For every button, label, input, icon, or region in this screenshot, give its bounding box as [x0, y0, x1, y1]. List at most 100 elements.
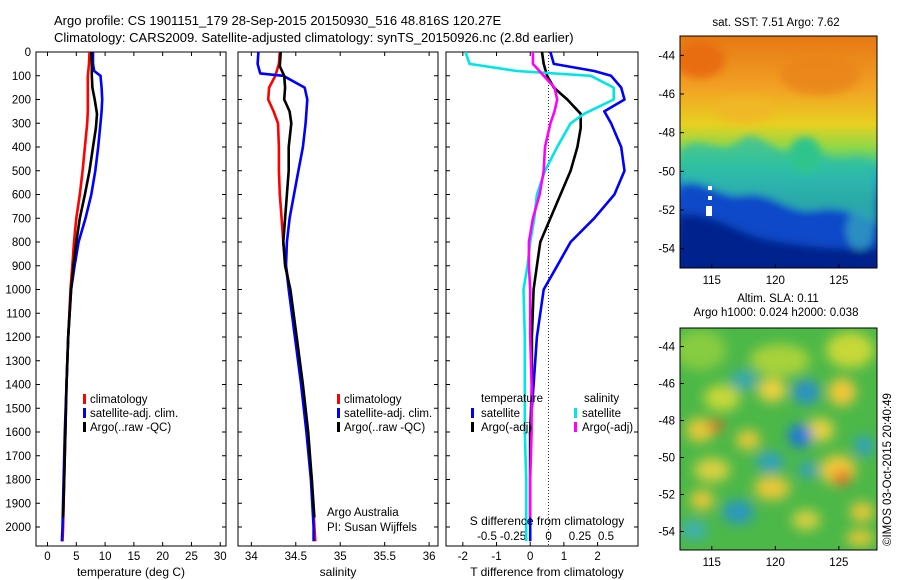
depth-tick-label: 200	[12, 95, 31, 107]
s-diff-tick-label: 0.25	[569, 531, 591, 543]
legend-swatch-climatology	[83, 394, 86, 404]
depth-tick-label: 900	[12, 261, 31, 273]
map-y-tick-label: -54	[658, 527, 675, 539]
legend-label: Argo(..raw -QC)	[344, 422, 425, 434]
series-line	[527, 52, 559, 518]
legend-swatch-s-satellite	[574, 408, 577, 418]
salinity-profile-lines	[256, 52, 317, 542]
legend-label: climatology	[90, 394, 148, 406]
series-line	[528, 52, 626, 542]
figure-title-line1: Argo profile: CS 1901151_179 28-Sep-2015…	[54, 13, 502, 28]
series-line	[61, 52, 91, 542]
legend-swatch-argo	[337, 422, 340, 432]
map-x-tick-label: 120	[766, 275, 785, 287]
sla-heatmap	[680, 328, 877, 550]
difference-x-axis: -2 -1 0 1 2	[458, 52, 601, 563]
temperature-x-axis: 0 5 10 15 20 25 30	[44, 52, 227, 563]
x-tick-label: 1	[561, 551, 567, 563]
map-y-tick-label: -48	[658, 416, 675, 428]
legend-label: satellite-adj. clim.	[90, 408, 178, 420]
depth-tick-label: 600	[12, 190, 31, 202]
depth-tick-label: 0	[25, 47, 31, 59]
legend-swatch-satellite	[83, 408, 86, 418]
sla-map-axes: 115 120 125 -44 -46 -48 -50 -52 -54	[658, 342, 848, 570]
depth-tick-label: 1500	[5, 403, 31, 415]
legend-label: Argo(-adj)	[481, 422, 532, 434]
legend-swatch-t-argo	[471, 422, 474, 432]
map-y-tick-label: -52	[658, 490, 675, 502]
depth-tick-label: 1400	[5, 380, 31, 392]
sst-map-title: sat. SST: 7.51 Argo: 7.62	[712, 17, 839, 29]
credit-annotation-line2: PI: Susan Wijffels	[327, 522, 417, 534]
depth-tick-label: 300	[12, 118, 31, 130]
series-line	[464, 52, 616, 542]
legend-header-temperature: temperature	[481, 393, 543, 405]
temperature-x-label: temperature (deg C)	[77, 565, 185, 579]
legend-label: climatology	[344, 394, 402, 406]
legend-swatch-t-satellite	[471, 408, 474, 418]
x-tick-label: 36	[423, 551, 436, 563]
credit-annotation-line1: Argo Australia	[327, 507, 399, 519]
salinity-x-label: salinity	[320, 565, 357, 579]
map-x-tick-label: 115	[703, 557, 721, 569]
s-diff-tick-label: -0.5	[477, 531, 497, 543]
depth-tick-label: 1300	[5, 356, 31, 368]
map-y-tick-label: -50	[658, 166, 675, 178]
difference-legend: temperature salinity satellite Argo(-adj…	[471, 393, 633, 434]
legend-swatch-climatology	[337, 394, 340, 404]
sst-heatmap	[680, 36, 877, 268]
salinity-plot-frame	[237, 51, 439, 547]
x-tick-label: 30	[214, 551, 227, 563]
legend-swatch-s-argo	[574, 422, 577, 432]
map-x-tick-label: 120	[766, 557, 785, 569]
depth-tick-label: 1100	[6, 308, 31, 320]
x-tick-label: 34	[245, 551, 258, 563]
depth-tick-label: 1200	[5, 332, 31, 344]
depth-tick-label: 500	[12, 166, 31, 178]
figure-title-line2: Climatology: CARS2009. Satellite-adjuste…	[54, 30, 574, 45]
x-tick-label: 5	[73, 551, 79, 563]
x-tick-label: 34.5	[285, 551, 307, 563]
depth-tick-label: 1000	[5, 285, 31, 297]
x-tick-label: 10	[99, 551, 112, 563]
x-tick-label: 0	[527, 551, 533, 563]
map-x-tick-label: 125	[829, 275, 848, 287]
s-diff-tick-label: 0	[545, 531, 551, 543]
s-difference-x-label: S difference from climatology	[470, 514, 625, 528]
map-y-tick-label: -48	[658, 128, 675, 140]
x-tick-label: 25	[185, 551, 198, 563]
temperature-profile-lines	[60, 52, 104, 542]
legend-label: Argo(-adj)	[582, 422, 633, 434]
sst-map-axes: 115 120 125 -44 -46 -48 -50 -52 -54	[658, 50, 848, 287]
legend-label: satellite-adj. clim.	[344, 408, 432, 420]
legend-label: Argo(..raw -QC)	[90, 422, 171, 434]
depth-tick-label: 1900	[5, 498, 31, 510]
sla-map-subtitle: Argo h1000: 0.024 h2000: 0.038	[694, 307, 859, 319]
depth-tick-label: 800	[12, 237, 31, 249]
series-line	[256, 52, 315, 542]
sla-map-title: Altim. SLA: 0.11	[737, 293, 819, 305]
series-line	[278, 52, 316, 518]
map-y-tick-label: -50	[658, 453, 675, 465]
map-y-tick-label: -44	[658, 342, 675, 354]
map-y-tick-label: -46	[658, 89, 675, 101]
map-y-tick-label: -52	[658, 205, 675, 217]
temperature-legend: climatology satellite-adj. clim. Argo(..…	[83, 394, 178, 434]
sla-map-frame	[679, 327, 878, 551]
x-tick-label: 35	[334, 551, 347, 563]
x-tick-label: -1	[491, 551, 501, 563]
x-tick-label: 15	[127, 551, 140, 563]
legend-swatch-argo	[83, 422, 86, 432]
legend-header-salinity: salinity	[584, 393, 619, 405]
x-tick-label: 2	[594, 551, 600, 563]
depth-tick-label: 100	[12, 71, 31, 83]
sst-map-frame	[679, 35, 878, 269]
depth-tick-label: 1800	[5, 475, 31, 487]
legend-label: satellite	[582, 408, 621, 420]
t-difference-x-label: T difference from climatology	[470, 565, 624, 579]
map-y-tick-label: -44	[658, 50, 675, 62]
legend-swatch-satellite	[337, 408, 340, 418]
depth-tick-label: 700	[12, 213, 31, 225]
difference-profile-lines	[464, 52, 626, 542]
s-diff-tick-label: -0.25	[500, 531, 526, 543]
